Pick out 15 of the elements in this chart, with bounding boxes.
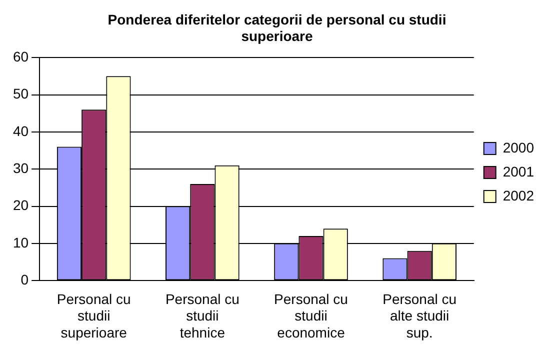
x-tick-label: Personal cu studii superioare (56, 290, 131, 340)
y-tick-label: 10 (12, 234, 29, 250)
legend-label: 2001 (502, 163, 534, 180)
y-tick-label: 50 (12, 86, 29, 102)
y-tick-label: 60 (12, 48, 29, 64)
x-tick-label: Personal cu alte studii sup. (382, 290, 457, 340)
legend-label: 2000 (502, 139, 534, 156)
x-tick-label: Personal cu studii tehnice (165, 290, 240, 340)
y-tick-label: 40 (12, 122, 29, 139)
x-tick-label: Personal cu studii economice (274, 290, 348, 340)
y-tick-label: 30 (12, 160, 29, 176)
chart-title: Ponderea diferitelor categorii de personal cu studii superioare (108, 11, 446, 44)
y-tick-label: 20 (12, 197, 29, 214)
legend-label: 2002 (502, 187, 534, 204)
y-tick-label: 0 (20, 271, 29, 288)
